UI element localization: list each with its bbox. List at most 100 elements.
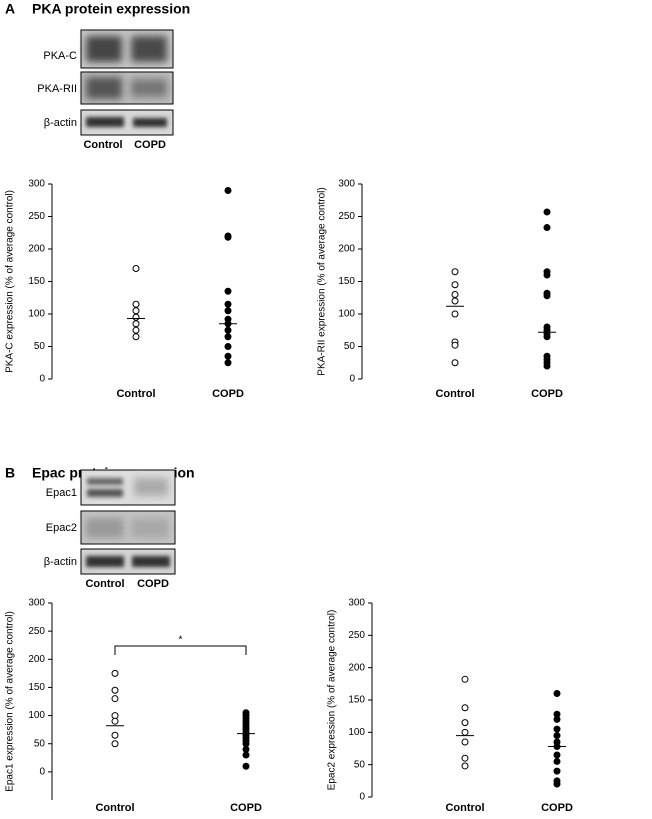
data-point [553, 725, 561, 733]
y-tick-label: 100 [28, 309, 45, 320]
data-point [111, 712, 119, 720]
y-tick-label: 50 [34, 341, 46, 352]
data-point [451, 341, 459, 349]
y-tick-label: 250 [348, 630, 365, 641]
data-point [451, 291, 459, 298]
data-point [553, 732, 561, 740]
data-point [451, 281, 459, 289]
y-axis-label: PKA-C expression (% of average control) [5, 190, 16, 373]
data-point [224, 359, 232, 367]
data-point [543, 271, 551, 279]
data-point [451, 297, 459, 305]
data-point [224, 233, 232, 241]
y-tick-label: 50 [34, 738, 46, 749]
data-point [543, 208, 551, 216]
x-tick-label: COPD [541, 802, 573, 814]
data-point [553, 767, 561, 775]
blot-image [80, 29, 174, 136]
y-tick-label: 200 [338, 244, 355, 255]
annotation: * [179, 635, 183, 646]
panel-letter: A [5, 1, 15, 17]
y-tick-label: 250 [338, 211, 355, 222]
y-tick-label: 300 [348, 598, 365, 609]
y-axis-label: Epac1 expression (% of average control) [5, 611, 16, 792]
y-tick-label: 100 [28, 710, 45, 721]
y-tick-label: 250 [28, 626, 45, 637]
data-point [132, 300, 140, 308]
y-tick-label: 0 [39, 374, 45, 385]
y-tick-label: 150 [28, 276, 45, 287]
data-point [461, 675, 469, 683]
x-tick-label: Control [95, 802, 134, 814]
data-point [111, 740, 119, 748]
y-tick-label: 0 [39, 766, 45, 777]
y-tick-label: 300 [28, 179, 45, 190]
y-tick-label: 150 [338, 276, 355, 287]
x-tick-label: Control [116, 388, 155, 400]
blot-label: Epac1 [46, 487, 77, 499]
data-point [553, 780, 561, 788]
data-point [543, 333, 551, 341]
data-point [461, 738, 469, 746]
y-tick-label: 150 [28, 682, 45, 693]
y-tick-label: 250 [28, 211, 45, 222]
blot-image [80, 469, 176, 575]
y-tick-label: 300 [28, 598, 45, 609]
data-point [224, 343, 232, 350]
data-point [553, 757, 561, 765]
data-point [543, 224, 551, 232]
data-point [224, 287, 232, 295]
data-point [224, 187, 232, 194]
data-point [111, 686, 119, 694]
y-tick-label: 200 [28, 654, 45, 665]
lane-label: Control [85, 578, 124, 590]
data-point [242, 751, 250, 759]
data-point [451, 359, 459, 367]
data-point [553, 751, 561, 759]
y-tick-label: 50 [344, 341, 356, 352]
significance-bracket [114, 645, 247, 655]
data-point [553, 690, 561, 698]
data-point [224, 333, 232, 341]
panel-letter: B [5, 465, 15, 481]
data-point [224, 307, 232, 315]
x-tick-label: COPD [212, 388, 244, 400]
x-tick-label: COPD [230, 802, 262, 814]
x-tick-label: Control [445, 802, 484, 814]
blot-label: β-actin [44, 556, 77, 568]
data-point [461, 762, 469, 770]
data-point [224, 326, 232, 334]
data-point [242, 740, 250, 748]
data-point [451, 268, 459, 276]
data-point [242, 762, 250, 770]
data-point [132, 320, 140, 328]
y-tick-label: 100 [348, 727, 365, 738]
y-tick-label: 0 [359, 792, 365, 803]
data-point [461, 704, 469, 712]
y-tick-label: 300 [338, 179, 355, 190]
data-point [132, 265, 140, 272]
data-point [461, 719, 469, 727]
data-point [111, 717, 119, 725]
y-tick-label: 200 [28, 244, 45, 255]
data-point [111, 695, 119, 703]
data-point [132, 307, 140, 315]
data-point [461, 754, 469, 762]
blot-label: β-actin [44, 117, 77, 129]
blot-label: Epac2 [46, 522, 77, 534]
data-point [224, 352, 232, 360]
y-tick-label: 0 [349, 374, 355, 385]
data-point [242, 745, 250, 753]
y-tick-label: 150 [348, 695, 365, 706]
y-axis-label: Epac2 expression (% of average control) [327, 610, 338, 791]
data-point [553, 715, 561, 723]
y-tick-label: 200 [348, 662, 365, 673]
x-tick-label: COPD [531, 388, 563, 400]
blot-label: PKA-C [43, 50, 77, 62]
data-point [132, 326, 140, 334]
data-point [461, 728, 469, 736]
blot-label: PKA-RII [37, 83, 77, 95]
y-tick-label: 50 [354, 759, 366, 770]
lane-label: COPD [134, 139, 166, 151]
